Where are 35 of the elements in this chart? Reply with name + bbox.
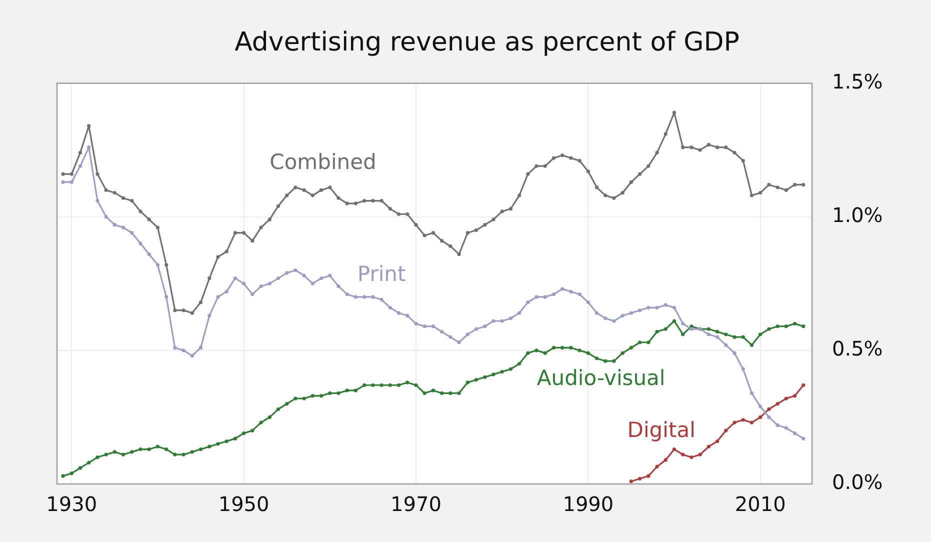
point [767, 407, 771, 411]
point [664, 458, 668, 462]
y-tick-label: 1.5% [832, 69, 883, 94]
y-tick-label: 0.0% [832, 470, 883, 494]
y-tick-label: 0.5% [832, 336, 883, 361]
point [792, 394, 797, 398]
point [681, 452, 685, 456]
y-tick-label: 1.0% [832, 203, 883, 228]
series-label: Digital [627, 418, 696, 442]
chart-title: Advertising revenue as percent of GDP [234, 27, 740, 58]
point [690, 455, 694, 460]
x-tick-label: 1950 [218, 492, 270, 516]
point [758, 415, 762, 419]
point [741, 418, 745, 422]
point [638, 476, 642, 480]
point [732, 420, 736, 424]
x-tick-label: 2010 [734, 492, 786, 516]
point [776, 402, 780, 406]
series-label: Audio-visual [536, 366, 666, 390]
series-label: Combined [270, 150, 376, 174]
point [646, 474, 650, 478]
point [750, 420, 754, 424]
x-tick-label: 1990 [562, 492, 614, 516]
point [629, 480, 634, 484]
point [706, 444, 710, 448]
point [724, 428, 728, 432]
point [716, 439, 720, 444]
point [784, 396, 788, 400]
point [698, 452, 702, 456]
point [802, 383, 806, 387]
x-tick-label: 1970 [390, 492, 442, 516]
point [655, 464, 659, 468]
point [672, 447, 676, 452]
series-label: Print [357, 262, 406, 286]
x-tick-label: 1930 [46, 492, 98, 516]
